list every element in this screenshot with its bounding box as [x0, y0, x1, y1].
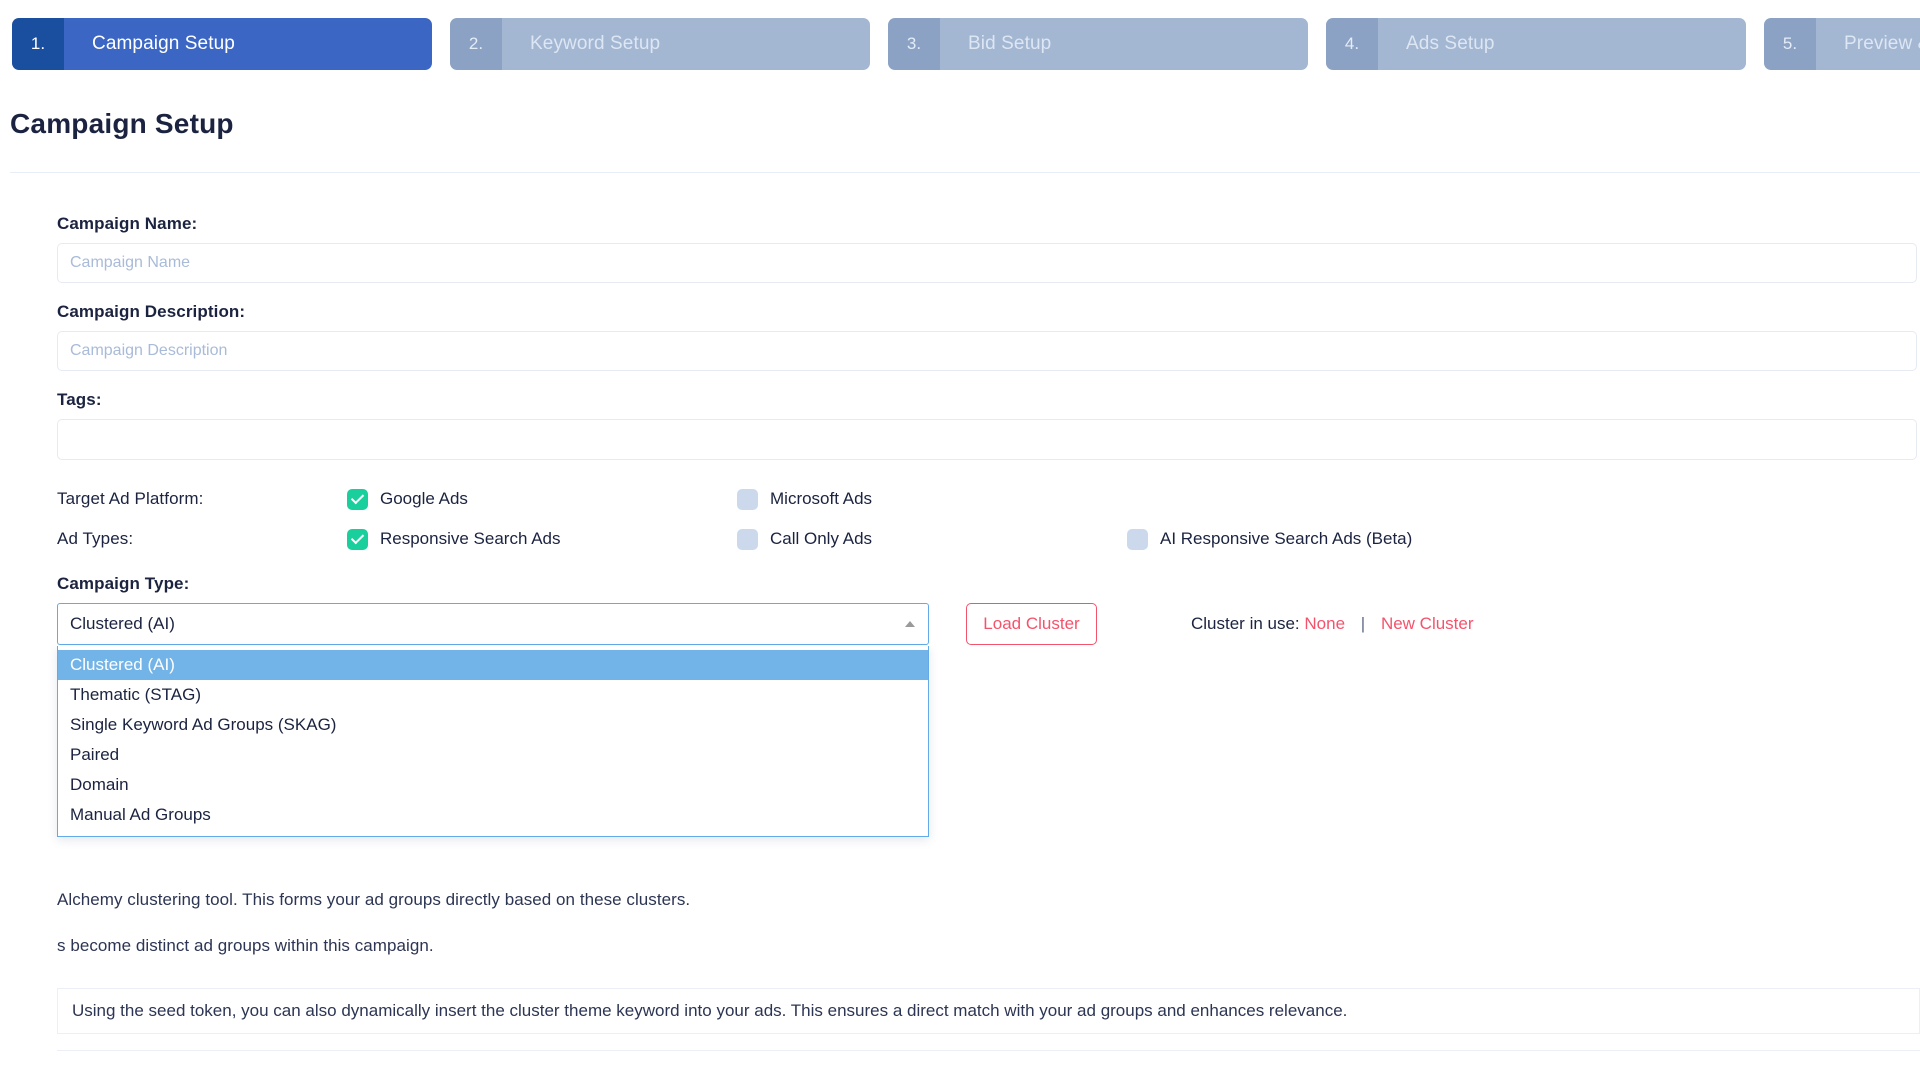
title-divider [10, 172, 1920, 173]
campaign-type-select[interactable]: Clustered (AI) [57, 603, 929, 645]
description-line-2: s become distinct ad groups within this … [57, 936, 434, 955]
campaign-description-input[interactable] [57, 331, 1917, 371]
option-clustered-ai[interactable]: Clustered (AI) [58, 650, 928, 680]
step-2-label: Keyword Setup [502, 18, 870, 70]
target-ad-platform-label: Target Ad Platform: [57, 489, 204, 508]
checkbox-ai-responsive-search-ads[interactable]: AI Responsive Search Ads (Beta) [1127, 528, 1413, 550]
step-4-ads-setup[interactable]: 4. Ads Setup [1326, 18, 1746, 70]
seed-token-note-text: Using the seed token, you can also dynam… [72, 1001, 1348, 1020]
option-domain[interactable]: Domain [70, 775, 129, 794]
ad-types-label: Ad Types: [57, 529, 134, 548]
seed-token-note: Using the seed token, you can also dynam… [57, 988, 1920, 1034]
bottom-divider [57, 1050, 1920, 1051]
tags-field: Tags: [57, 390, 1920, 460]
cluster-in-use-label: Cluster in use: [1191, 614, 1300, 633]
campaign-type-row: Clustered (AI) Clustered (AI) Thematic (… [57, 603, 1920, 837]
step-2-number: 2. [450, 18, 502, 70]
target-ad-platform-row: Target Ad Platform: Google Ads Microsoft… [57, 479, 1920, 519]
campaign-type-selected-value: Clustered (AI) [70, 614, 175, 633]
check-icon-responsive-search-ads[interactable] [347, 528, 368, 550]
step-4-label: Ads Setup [1378, 18, 1746, 70]
checkbox-google-ads[interactable]: Google Ads [347, 488, 737, 510]
option-paired[interactable]: Paired [70, 745, 120, 764]
cluster-separator: | [1360, 614, 1366, 633]
tags-label: Tags: [57, 390, 102, 409]
step-1-label: Campaign Setup [64, 18, 432, 70]
campaign-name-field: Campaign Name: [57, 214, 1920, 283]
option-manual-ad-groups[interactable]: Manual Ad Groups [70, 805, 211, 824]
step-1-campaign-setup[interactable]: 1. Campaign Setup [12, 18, 432, 70]
chevron-up-icon[interactable] [905, 621, 915, 627]
option-single-keyword-ad-groups-skag[interactable]: Single Keyword Ad Groups (SKAG) [70, 715, 337, 734]
campaign-description-field: Campaign Description: [57, 302, 1920, 371]
new-cluster-link[interactable]: New Cluster [1380, 614, 1474, 633]
step-2-keyword-setup[interactable]: 2. Keyword Setup [450, 18, 870, 70]
step-4-number: 4. [1326, 18, 1378, 70]
check-icon-call-only-ads[interactable] [737, 528, 758, 550]
page-title: Campaign Setup [10, 108, 234, 139]
campaign-setup-form: Campaign Name: Campaign Description: Tag… [57, 214, 1920, 837]
description-line-1: Alchemy clustering tool. This forms your… [57, 890, 691, 909]
check-icon-microsoft-ads[interactable] [737, 488, 758, 510]
check-icon-google-ads[interactable] [347, 488, 368, 510]
checkbox-responsive-search-ads[interactable]: Responsive Search Ads [347, 528, 737, 550]
checkbox-ai-responsive-search-ads-label: AI Responsive Search Ads (Beta) [1160, 529, 1413, 548]
option-thematic-stag[interactable]: Thematic (STAG) [70, 685, 201, 704]
campaign-description-label: Campaign Description: [57, 302, 246, 321]
ad-types-row: Ad Types: Responsive Search Ads Call Onl… [57, 519, 1920, 559]
checkbox-google-ads-label: Google Ads [380, 489, 468, 508]
cluster-in-use-value: None [1304, 614, 1346, 633]
step-5-number: 5. [1764, 18, 1816, 70]
step-3-label: Bid Setup [940, 18, 1308, 70]
step-3-number: 3. [888, 18, 940, 70]
checkbox-microsoft-ads-label: Microsoft Ads [770, 489, 873, 508]
campaign-name-input[interactable] [57, 243, 1917, 283]
step-1-number: 1. [12, 18, 64, 70]
campaign-type-label: Campaign Type: [57, 574, 190, 593]
checkbox-microsoft-ads[interactable]: Microsoft Ads [737, 488, 873, 510]
check-icon-ai-responsive-search-ads[interactable] [1127, 528, 1148, 550]
step-5-label: Preview & Export [1816, 18, 1920, 70]
load-cluster-button[interactable]: Load Cluster [966, 603, 1097, 645]
campaign-type-options-list: Clustered (AI) Thematic (STAG) Single Ke… [57, 646, 929, 837]
campaign-type-select-wrap: Clustered (AI) Clustered (AI) Thematic (… [57, 603, 929, 837]
cluster-status: Cluster in use: None | New Cluster [1191, 603, 1474, 645]
campaign-name-label: Campaign Name: [57, 214, 198, 233]
checkbox-call-only-ads-label: Call Only Ads [770, 529, 873, 548]
checkbox-call-only-ads[interactable]: Call Only Ads [737, 528, 1127, 550]
campaign-wizard-stepper: 1. Campaign Setup 2. Keyword Setup 3. Bi… [12, 18, 1920, 70]
checkbox-responsive-search-ads-label: Responsive Search Ads [380, 529, 561, 548]
step-3-bid-setup[interactable]: 3. Bid Setup [888, 18, 1308, 70]
step-5-preview-export[interactable]: 5. Preview & Export [1764, 18, 1920, 70]
tags-input[interactable] [57, 419, 1917, 460]
